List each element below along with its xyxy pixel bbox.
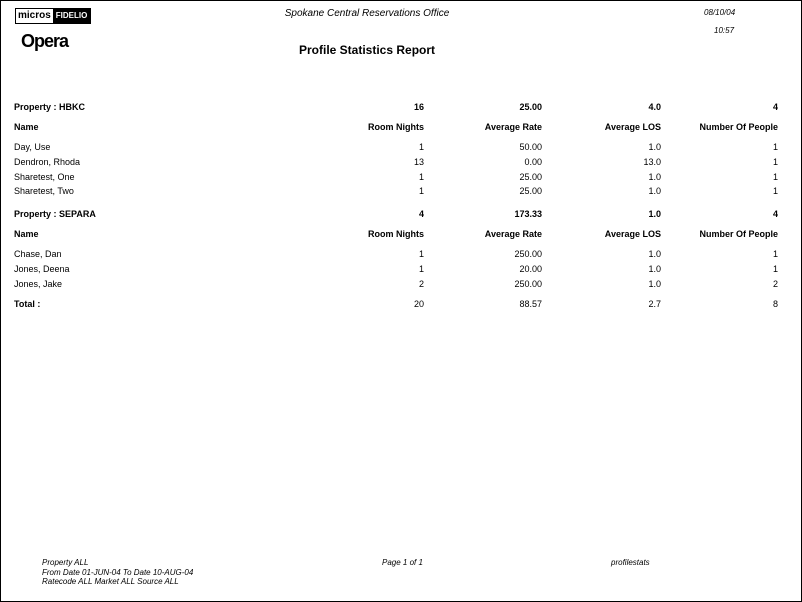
- cell: 1: [772, 157, 778, 167]
- cell: 0.00: [524, 157, 542, 167]
- cell: 173.33: [514, 209, 542, 219]
- cell: Room Nights: [368, 122, 424, 132]
- cell: 1.0: [648, 279, 661, 289]
- cell: Sharetest, Two: [14, 186, 74, 196]
- micros-fidelio-logo: micros FIDELIO: [15, 8, 92, 24]
- column-headers: Name Room Nights Average Rate Average LOS Nu…: [14, 229, 778, 241]
- cell: Jones, Jake: [14, 279, 63, 289]
- cell: Total :: [14, 299, 41, 309]
- office-name: Spokane Central Reservations Office: [284, 8, 450, 19]
- report-date: 08/10/04: [704, 8, 736, 17]
- cell: 1.0: [648, 264, 661, 274]
- opera-logo: Opera: [21, 31, 69, 51]
- cell: 1.0: [648, 142, 661, 152]
- cell: Number Of People: [699, 229, 778, 239]
- cell: 1: [418, 172, 424, 182]
- cell: Day, Use: [14, 142, 51, 152]
- report-time: 10:57: [714, 26, 735, 35]
- report-name: profilestats: [611, 558, 650, 567]
- cell: 1: [418, 264, 424, 274]
- cell: 1: [418, 142, 424, 152]
- cell: Property : SEPARA: [14, 209, 96, 219]
- cell: 1: [772, 172, 778, 182]
- cell: 13: [413, 157, 424, 167]
- cell: Name: [14, 229, 39, 239]
- table-row: Jones, Deena 1 20.00 1.0 1: [14, 264, 778, 276]
- cell: 20: [413, 299, 424, 309]
- table-row: Day, Use 1 50.00 1.0 1: [14, 142, 778, 154]
- cell: 25.00: [519, 186, 542, 196]
- cell: 4: [418, 209, 424, 219]
- cell: 25.00: [519, 172, 542, 182]
- cell: Average LOS: [604, 229, 661, 239]
- cell: 1: [772, 264, 778, 274]
- cell: 2: [772, 279, 778, 289]
- cell: Number Of People: [699, 122, 778, 132]
- cell: 1.0: [648, 172, 661, 182]
- cell: Property : HBKC: [14, 102, 86, 112]
- cell: Average Rate: [484, 229, 542, 239]
- cell: 2: [418, 279, 424, 289]
- cell: 1.0: [648, 209, 661, 219]
- cell: 4.0: [648, 102, 661, 112]
- report-title: Profile Statistics Report: [298, 43, 436, 57]
- table-row: Dendron, Rhoda 13 0.00 13.0 1: [14, 157, 778, 169]
- total-row: Total : 20 88.57 2.7 8: [14, 299, 778, 311]
- cell: Average Rate: [484, 122, 542, 132]
- cell: 16: [413, 102, 424, 112]
- cell: 2.7: [648, 299, 661, 309]
- cell: 1: [772, 249, 778, 259]
- cell: Chase, Dan: [14, 249, 62, 259]
- cell: 1: [418, 249, 424, 259]
- cell: 1: [418, 186, 424, 196]
- cell: 4: [772, 102, 778, 112]
- cell: 250.00: [514, 279, 542, 289]
- report-filters: Property ALL From Date 01-JUN-04 To Date…: [42, 558, 194, 586]
- page-number: Page 1 of 1: [382, 558, 423, 567]
- property-header: Property : HBKC 16 25.00 4.0 4: [14, 102, 778, 114]
- cell: 8: [772, 299, 778, 309]
- table-row: Jones, Jake 2 250.00 1.0 2: [14, 279, 778, 291]
- column-headers: Name Room Nights Average Rate Average LOS Nu…: [14, 122, 778, 134]
- cell: 1.0: [648, 249, 661, 259]
- cell: 20.00: [519, 264, 542, 274]
- table-row: Chase, Dan 1 250.00 1.0 1: [14, 249, 778, 261]
- cell: Dendron, Rhoda: [14, 157, 81, 167]
- property-header: Property : SEPARA 4 173.33 1.0 4: [14, 209, 778, 221]
- cell: 50.00: [519, 142, 542, 152]
- cell: 88.57: [519, 299, 542, 309]
- cell: 1: [772, 186, 778, 196]
- table-row: Sharetest, Two 1 25.00 1.0 1: [14, 186, 778, 198]
- cell: Room Nights: [368, 229, 424, 239]
- cell: Name: [14, 122, 39, 132]
- cell: Sharetest, One: [14, 172, 75, 182]
- cell: 4: [772, 209, 778, 219]
- cell: 1.0: [648, 186, 661, 196]
- cell: Jones, Deena: [14, 264, 70, 274]
- table-row: Sharetest, One 1 25.00 1.0 1: [14, 172, 778, 184]
- cell: 13.0: [643, 157, 661, 167]
- cell: Average LOS: [604, 122, 661, 132]
- cell: 25.00: [519, 102, 542, 112]
- cell: 250.00: [514, 249, 542, 259]
- cell: 1: [772, 142, 778, 152]
